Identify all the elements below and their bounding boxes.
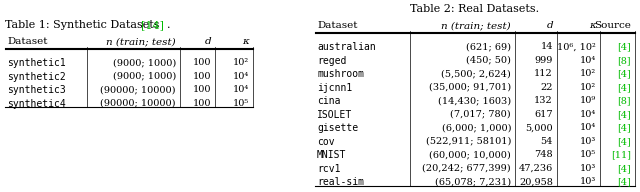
Text: cina: cina xyxy=(317,96,340,106)
Text: synthetic4: synthetic4 xyxy=(7,99,66,109)
Text: 10⁶, 10²: 10⁶, 10² xyxy=(557,42,596,51)
Text: Table 1: Synthetic Datasets: Table 1: Synthetic Datasets xyxy=(5,20,163,30)
Text: [4]: [4] xyxy=(617,137,631,146)
Text: (9000; 1000): (9000; 1000) xyxy=(113,72,176,81)
Text: australian: australian xyxy=(317,42,376,52)
Text: synthetic2: synthetic2 xyxy=(7,72,66,82)
Text: Source: Source xyxy=(594,21,631,30)
Text: 10⁵: 10⁵ xyxy=(580,150,596,159)
Text: (90000; 10000): (90000; 10000) xyxy=(100,85,176,94)
Text: 10⁵: 10⁵ xyxy=(233,99,249,108)
Text: gisette: gisette xyxy=(317,123,358,133)
Text: 100: 100 xyxy=(193,99,211,108)
Text: 10⁴: 10⁴ xyxy=(233,85,249,94)
Text: κ: κ xyxy=(243,37,249,46)
Text: 999: 999 xyxy=(534,56,553,65)
Text: 54: 54 xyxy=(541,137,553,146)
Text: 10²: 10² xyxy=(580,83,596,92)
Text: [4]: [4] xyxy=(617,110,631,119)
Text: 5,000: 5,000 xyxy=(525,123,553,132)
Text: 10⁴: 10⁴ xyxy=(233,72,249,81)
Text: (621; 69): (621; 69) xyxy=(466,42,511,51)
Text: (20,242; 677,399): (20,242; 677,399) xyxy=(422,164,511,173)
Text: (65,078; 7,231): (65,078; 7,231) xyxy=(435,177,511,186)
Text: 10²: 10² xyxy=(580,69,596,78)
Text: (7,017; 780): (7,017; 780) xyxy=(451,110,511,119)
Text: cov: cov xyxy=(317,137,335,147)
Text: d: d xyxy=(204,37,211,46)
Text: ISOLET: ISOLET xyxy=(317,110,352,120)
Text: [4]: [4] xyxy=(617,177,631,186)
Text: MNIST: MNIST xyxy=(317,150,346,160)
Text: 10²: 10² xyxy=(233,58,249,67)
Text: 47,236: 47,236 xyxy=(519,164,553,173)
Text: [4]: [4] xyxy=(617,83,631,92)
Text: rcv1: rcv1 xyxy=(317,164,340,174)
Text: 100: 100 xyxy=(193,58,211,67)
Text: [4]: [4] xyxy=(617,42,631,51)
Text: (35,000; 91,701): (35,000; 91,701) xyxy=(429,83,511,92)
Text: 14: 14 xyxy=(541,42,553,51)
Text: [8]: [8] xyxy=(618,56,631,65)
Text: ijcnn1: ijcnn1 xyxy=(317,83,352,93)
Text: 10⁹: 10⁹ xyxy=(580,96,596,105)
Text: Dataset: Dataset xyxy=(7,37,47,46)
Text: (522,911; 58101): (522,911; 58101) xyxy=(426,137,511,146)
Text: Table 2: Real Datasets.: Table 2: Real Datasets. xyxy=(410,4,540,14)
Text: mushroom: mushroom xyxy=(317,69,364,79)
Text: 10⁴: 10⁴ xyxy=(580,123,596,132)
Text: 100: 100 xyxy=(193,85,211,94)
Text: [4]: [4] xyxy=(617,69,631,78)
Text: n (train; test): n (train; test) xyxy=(106,37,176,46)
Text: (6,000; 1,000): (6,000; 1,000) xyxy=(442,123,511,132)
Text: (14,430; 1603): (14,430; 1603) xyxy=(438,96,511,105)
Text: n (train; test): n (train; test) xyxy=(442,21,511,30)
Text: (5,500; 2,624): (5,500; 2,624) xyxy=(441,69,511,78)
Text: 100: 100 xyxy=(193,72,211,81)
Text: real-sim: real-sim xyxy=(317,177,364,187)
Text: 112: 112 xyxy=(534,69,553,78)
Text: 748: 748 xyxy=(534,150,553,159)
Text: 10³: 10³ xyxy=(580,137,596,146)
Text: (9000; 1000): (9000; 1000) xyxy=(113,58,176,67)
Text: 132: 132 xyxy=(534,96,553,105)
Text: Dataset: Dataset xyxy=(317,21,358,30)
Text: [4]: [4] xyxy=(617,123,631,132)
Text: [11]: [11] xyxy=(611,150,631,159)
Text: 10⁴: 10⁴ xyxy=(580,56,596,65)
Text: 10³: 10³ xyxy=(580,164,596,173)
Text: (90000; 10000): (90000; 10000) xyxy=(100,99,176,108)
Text: synthetic1: synthetic1 xyxy=(7,58,66,68)
Text: (450; 50): (450; 50) xyxy=(466,56,511,65)
Text: [4]: [4] xyxy=(617,164,631,173)
Text: 10⁴: 10⁴ xyxy=(580,110,596,119)
Text: 10³: 10³ xyxy=(580,177,596,186)
Text: d: d xyxy=(547,21,553,30)
Text: synthetic3: synthetic3 xyxy=(7,85,66,95)
Text: .: . xyxy=(167,20,170,30)
Text: reged: reged xyxy=(317,56,346,66)
Text: 617: 617 xyxy=(534,110,553,119)
Text: 22: 22 xyxy=(541,83,553,92)
Text: [8]: [8] xyxy=(618,96,631,105)
Text: (60,000; 10,000): (60,000; 10,000) xyxy=(429,150,511,159)
Text: κ: κ xyxy=(589,21,596,30)
Text: [14]: [14] xyxy=(141,20,164,30)
Text: 20,958: 20,958 xyxy=(519,177,553,186)
